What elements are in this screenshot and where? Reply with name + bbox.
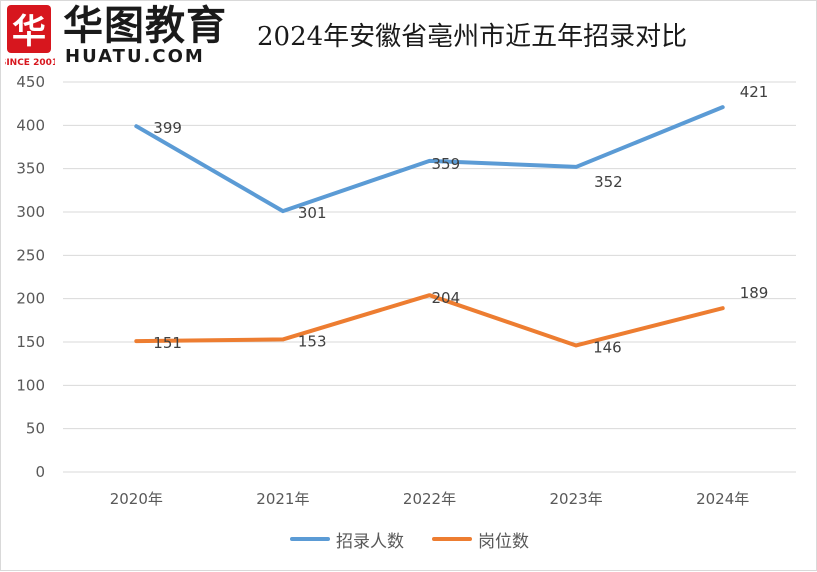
y-tick-label: 0 <box>35 463 45 481</box>
y-tick-label: 100 <box>16 376 45 394</box>
legend-label: 岗位数 <box>478 527 529 552</box>
x-tick-label: 2021年 <box>256 490 309 508</box>
series-line <box>136 107 722 211</box>
data-label: 359 <box>432 155 461 173</box>
data-label: 421 <box>740 83 769 101</box>
data-label: 204 <box>432 289 461 307</box>
data-label: 189 <box>740 284 769 302</box>
data-label: 153 <box>298 332 327 350</box>
legend-item: 招录人数 <box>290 527 404 552</box>
x-tick-label: 2022年 <box>403 490 456 508</box>
y-tick-label: 250 <box>16 246 45 264</box>
y-tick-label: 200 <box>16 290 45 308</box>
data-label: 301 <box>298 204 327 222</box>
legend-item: 岗位数 <box>432 527 529 552</box>
legend-label: 招录人数 <box>336 527 404 552</box>
legend-swatch <box>432 537 472 541</box>
data-label: 151 <box>153 334 182 352</box>
data-label: 399 <box>153 119 182 137</box>
y-tick-label: 300 <box>16 203 45 221</box>
legend-swatch <box>290 537 330 541</box>
series-line <box>136 295 722 345</box>
x-tick-label: 2023年 <box>550 490 603 508</box>
x-tick-label: 2020年 <box>110 490 163 508</box>
data-label: 146 <box>593 338 622 356</box>
y-tick-label: 400 <box>16 116 45 134</box>
data-label: 352 <box>594 173 623 191</box>
y-tick-label: 350 <box>16 160 45 178</box>
y-tick-label: 50 <box>26 420 45 438</box>
y-tick-label: 150 <box>16 333 45 351</box>
y-tick-label: 450 <box>16 73 45 91</box>
chart-legend: 招录人数 岗位数 <box>1 527 817 551</box>
x-tick-label: 2024年 <box>696 490 749 508</box>
